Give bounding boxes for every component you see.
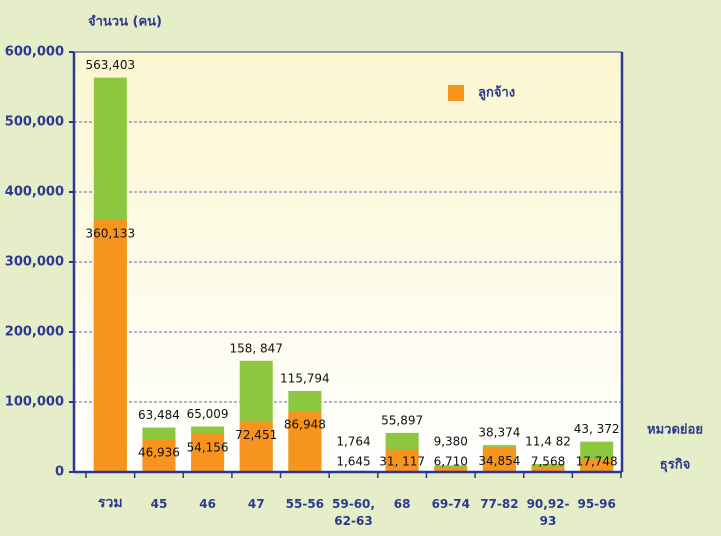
x-axis-title: หมวดย่อย [647, 423, 703, 438]
data-label: 563,403 [86, 58, 136, 72]
y-tick-label: 100,000 [5, 395, 64, 410]
data-label: 86,948 [284, 418, 326, 432]
y-tick-label: 600,000 [5, 45, 64, 60]
x-tick-label: 59-60, 62-63 [332, 497, 375, 528]
data-label: 72,451 [235, 428, 277, 442]
data-label: 46,936 [138, 446, 180, 460]
data-label: 158, 847 [230, 341, 283, 355]
data-label: 11,4 82 [525, 435, 571, 449]
bar [142, 439, 176, 472]
data-label: 115,794 [280, 371, 330, 385]
bar [482, 447, 516, 472]
data-label: 54,156 [187, 441, 229, 455]
data-label: 63,484 [138, 408, 180, 422]
y-tick-label: 300,000 [5, 255, 64, 270]
y-tick-label: 200,000 [5, 325, 64, 340]
bar [288, 411, 322, 472]
data-label: 1,764 [336, 435, 370, 449]
x-tick-label: 55-56 [285, 497, 325, 511]
data-label: 55,897 [381, 413, 423, 427]
data-label: 65,009 [187, 407, 229, 421]
x-tick-label: 46 [199, 497, 216, 511]
data-label: 17,748 [576, 455, 618, 469]
bar [191, 434, 225, 472]
y-tick-label: 400,000 [5, 185, 64, 200]
bar [434, 467, 468, 472]
bar [531, 466, 565, 472]
data-label: 34,854 [478, 454, 520, 468]
bar [93, 219, 127, 472]
y-axis-title: จำนวน (คน) [88, 14, 162, 30]
data-label: 38,374 [478, 426, 520, 440]
x-tick-label: 77-82 [480, 497, 519, 511]
data-label: 360,133 [86, 226, 136, 240]
x-tick-label: 95-96 [577, 497, 616, 511]
x-tick-label: รวม [98, 495, 123, 511]
data-label: 31, 117 [379, 455, 425, 469]
data-label: 43, 372 [574, 422, 620, 436]
data-label: 6,710 [434, 455, 468, 469]
bar [239, 421, 273, 472]
bar [580, 459, 614, 472]
bar [385, 450, 419, 472]
x-tick-label: 90,92-93 [526, 497, 570, 528]
data-label: 1,645 [336, 455, 370, 469]
legend-label: ลูกจ้าง [478, 85, 515, 101]
x-tick-label: 69-74 [431, 497, 470, 511]
x-tick-label: 45 [150, 497, 168, 511]
legend-swatch [448, 85, 464, 101]
data-label: 9,380 [434, 435, 468, 449]
x-tick-label: 47 [247, 497, 265, 511]
x-tick-label: 68 [393, 497, 411, 511]
data-label: 7,568 [531, 455, 565, 469]
y-tick-label: 0 [55, 465, 64, 480]
y-tick-label: 500,000 [5, 115, 64, 130]
x-axis-title: ธุรกิจ [660, 458, 690, 473]
